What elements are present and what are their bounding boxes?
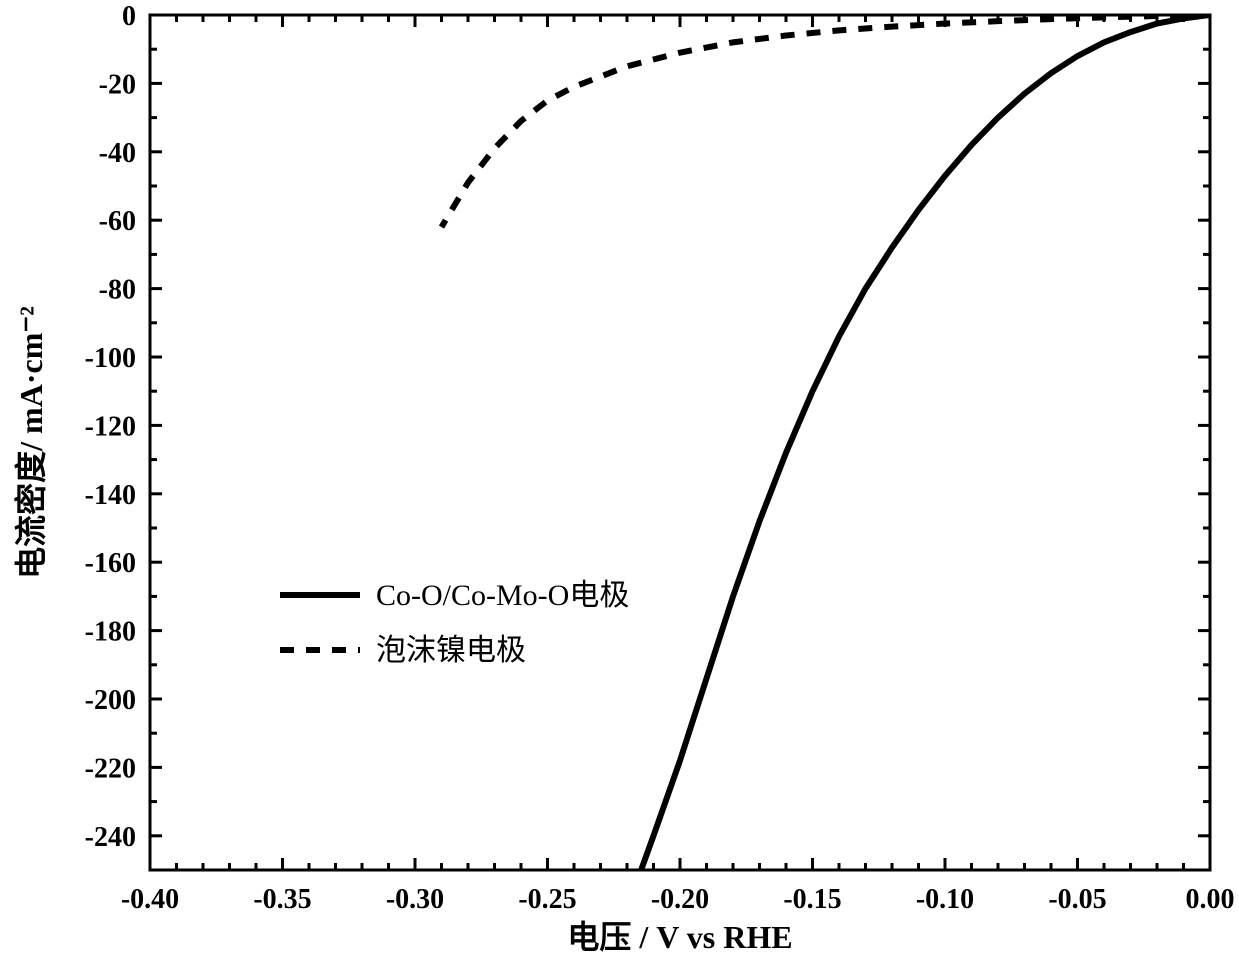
x-tick-label: -0.35 [253, 884, 311, 915]
y-tick-label: -80 [99, 275, 136, 306]
legend-label-1: 泡沫镍电极 [376, 634, 526, 667]
y-tick-label: -140 [85, 480, 136, 511]
y-tick-label: -20 [99, 69, 136, 100]
x-tick-label: -0.25 [518, 884, 576, 915]
y-axis-title: 电流密度/ mA·cm⁻² [13, 306, 49, 579]
x-tick-label: -0.20 [651, 884, 709, 915]
x-tick-label: -0.10 [916, 884, 974, 915]
y-tick-label: -160 [85, 548, 136, 579]
x-tick-label: -0.15 [783, 884, 841, 915]
y-tick-label: -180 [85, 617, 136, 648]
y-tick-label: -60 [99, 206, 136, 237]
x-axis-title: 电压 / V vs RHE [567, 919, 792, 955]
chart-container: -0.40 -0.35 -0.30 -0.25 -0.20 -0.15 -0.10 -0.05… [0, 0, 1239, 967]
y-tick-label: -200 [85, 685, 136, 716]
x-tick-label: -0.40 [121, 884, 179, 915]
y-tick-label: -100 [85, 343, 136, 374]
legend-label-0: Co-O/Co-Mo-O电极 [376, 579, 629, 612]
x-tick-label: 0.00 [1186, 884, 1235, 915]
y-tick-label: 0 [122, 1, 136, 32]
x-tick-label: -0.30 [386, 884, 444, 915]
line-chart: -0.40 -0.35 -0.30 -0.25 -0.20 -0.15 -0.10 -0.05… [0, 0, 1239, 967]
y-tick-label: -240 [85, 822, 136, 853]
x-tick-label: -0.05 [1048, 884, 1106, 915]
y-tick-label: -220 [85, 753, 136, 784]
y-tick-label: -120 [85, 411, 136, 442]
y-tick-label: -40 [99, 138, 136, 169]
